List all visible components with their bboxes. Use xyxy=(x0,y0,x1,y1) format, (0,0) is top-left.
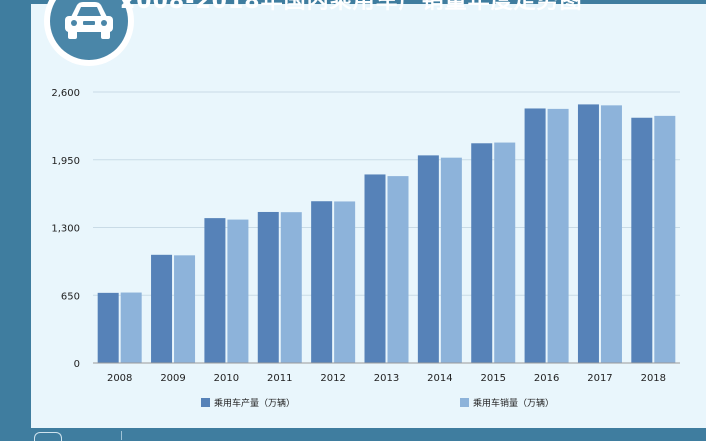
car-icon xyxy=(50,0,128,60)
bar-production xyxy=(471,143,493,363)
bar-sales xyxy=(654,115,676,364)
x-tick-label: 2018 xyxy=(641,373,666,384)
y-tick-label: 0 xyxy=(74,359,80,370)
x-tick-label: 2012 xyxy=(320,373,345,384)
bar-sales xyxy=(494,142,516,363)
x-tick-label: 2014 xyxy=(427,373,452,384)
bars xyxy=(97,104,676,364)
chart-title: 2008-2018年国内乘用车产销量年度走势图 xyxy=(120,0,583,14)
x-tick-label: 2009 xyxy=(160,373,185,384)
bar-sales xyxy=(227,219,249,363)
bar-sales xyxy=(120,292,142,363)
bar-sales xyxy=(387,176,409,363)
x-tick-label: 2010 xyxy=(214,373,239,384)
bar-production xyxy=(257,211,279,363)
bar-production xyxy=(97,292,119,363)
y-tick-label: 1,950 xyxy=(51,156,80,167)
bottom-strip xyxy=(0,428,706,440)
x-tick-label: 2016 xyxy=(534,373,559,384)
bar-production xyxy=(311,201,333,363)
bar-production xyxy=(417,155,439,363)
x-tick-label: 2015 xyxy=(481,373,506,384)
bar-production xyxy=(151,254,173,363)
legend-swatch-production xyxy=(201,398,210,407)
bar-sales xyxy=(440,157,462,363)
bar-production xyxy=(524,108,546,363)
bar-sales xyxy=(547,108,569,364)
bar-production xyxy=(364,174,386,363)
y-tick-label: 650 xyxy=(61,291,80,302)
bar-sales xyxy=(600,105,622,363)
y-axis-ticks: 0 650 1,300 1,950 2,600 xyxy=(51,88,80,370)
bar-production xyxy=(631,117,653,364)
x-tick-label: 2011 xyxy=(267,373,292,384)
footer-divider xyxy=(121,431,122,440)
x-tick-label: 2013 xyxy=(374,373,399,384)
bar-production xyxy=(577,104,599,363)
bar-sales xyxy=(334,201,356,363)
legend-swatch-sales xyxy=(460,398,469,407)
bar-production xyxy=(204,218,226,363)
y-tick-label: 2,600 xyxy=(51,88,80,99)
y-tick-label: 1,300 xyxy=(51,224,80,235)
bar-sales xyxy=(280,212,302,363)
x-axis-ticks: 2008 2009 2010 2011 2012 2013 2014 2015 2016 2017… xyxy=(107,373,666,384)
x-tick-label: 2017 xyxy=(587,373,612,384)
car-badge xyxy=(44,0,134,66)
bar-sales xyxy=(174,255,196,363)
legend: 乘用车产量（万辆） 乘用车销量（万辆） xyxy=(201,397,554,409)
x-tick-label: 2008 xyxy=(107,373,132,384)
legend-label-production: 乘用车产量（万辆） xyxy=(214,397,295,409)
footer-logo-icon xyxy=(34,432,62,441)
legend-label-sales: 乘用车销量（万辆） xyxy=(473,397,554,409)
